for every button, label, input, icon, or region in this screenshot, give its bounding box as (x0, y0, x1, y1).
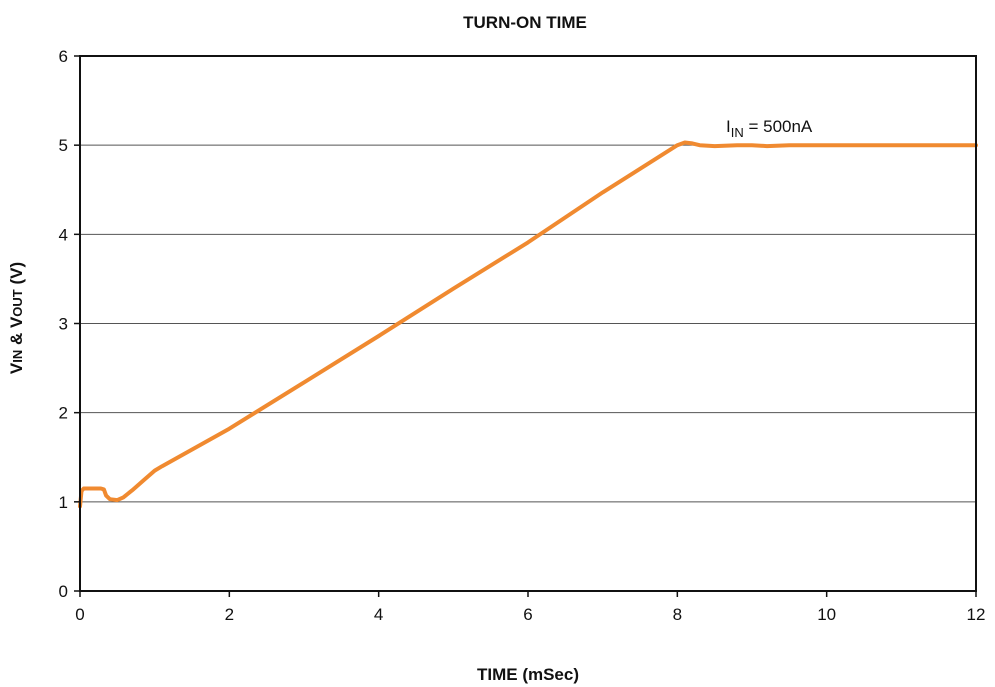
y-tick-label-5: 5 (59, 136, 68, 155)
x-tick-label-0: 0 (75, 605, 84, 624)
y-axis-title: VIN & VOUT (V) (7, 262, 26, 374)
y-tick-label-6: 6 (59, 47, 68, 66)
x-tick-label-4: 4 (374, 605, 383, 624)
y-tick-label-2: 2 (59, 404, 68, 423)
plot-frame (74, 55, 977, 597)
x-axis-title: TIME (mSec) (477, 665, 579, 684)
x-tick-labels: 0 2 4 6 8 10 12 (75, 605, 985, 624)
gridlines (80, 144, 976, 503)
x-tick-label-12: 12 (967, 605, 986, 624)
y-tick-label-4: 4 (59, 225, 68, 244)
y-tick-label-1: 1 (59, 493, 68, 512)
x-tick-label-10: 10 (817, 605, 836, 624)
y-tick-label-0: 0 (59, 582, 68, 601)
x-tick-label-2: 2 (225, 605, 234, 624)
x-tick-label-6: 6 (523, 605, 532, 624)
chart-title: TURN-ON TIME (463, 13, 587, 32)
y-tick-labels: 0 1 2 3 4 5 6 (59, 47, 68, 601)
current-annotation: IIN = 500nA (726, 117, 813, 140)
x-tick-label-8: 8 (673, 605, 682, 624)
y-tick-label-3: 3 (59, 315, 68, 334)
series-line-0 (78, 140, 978, 509)
series-layer (78, 140, 978, 509)
